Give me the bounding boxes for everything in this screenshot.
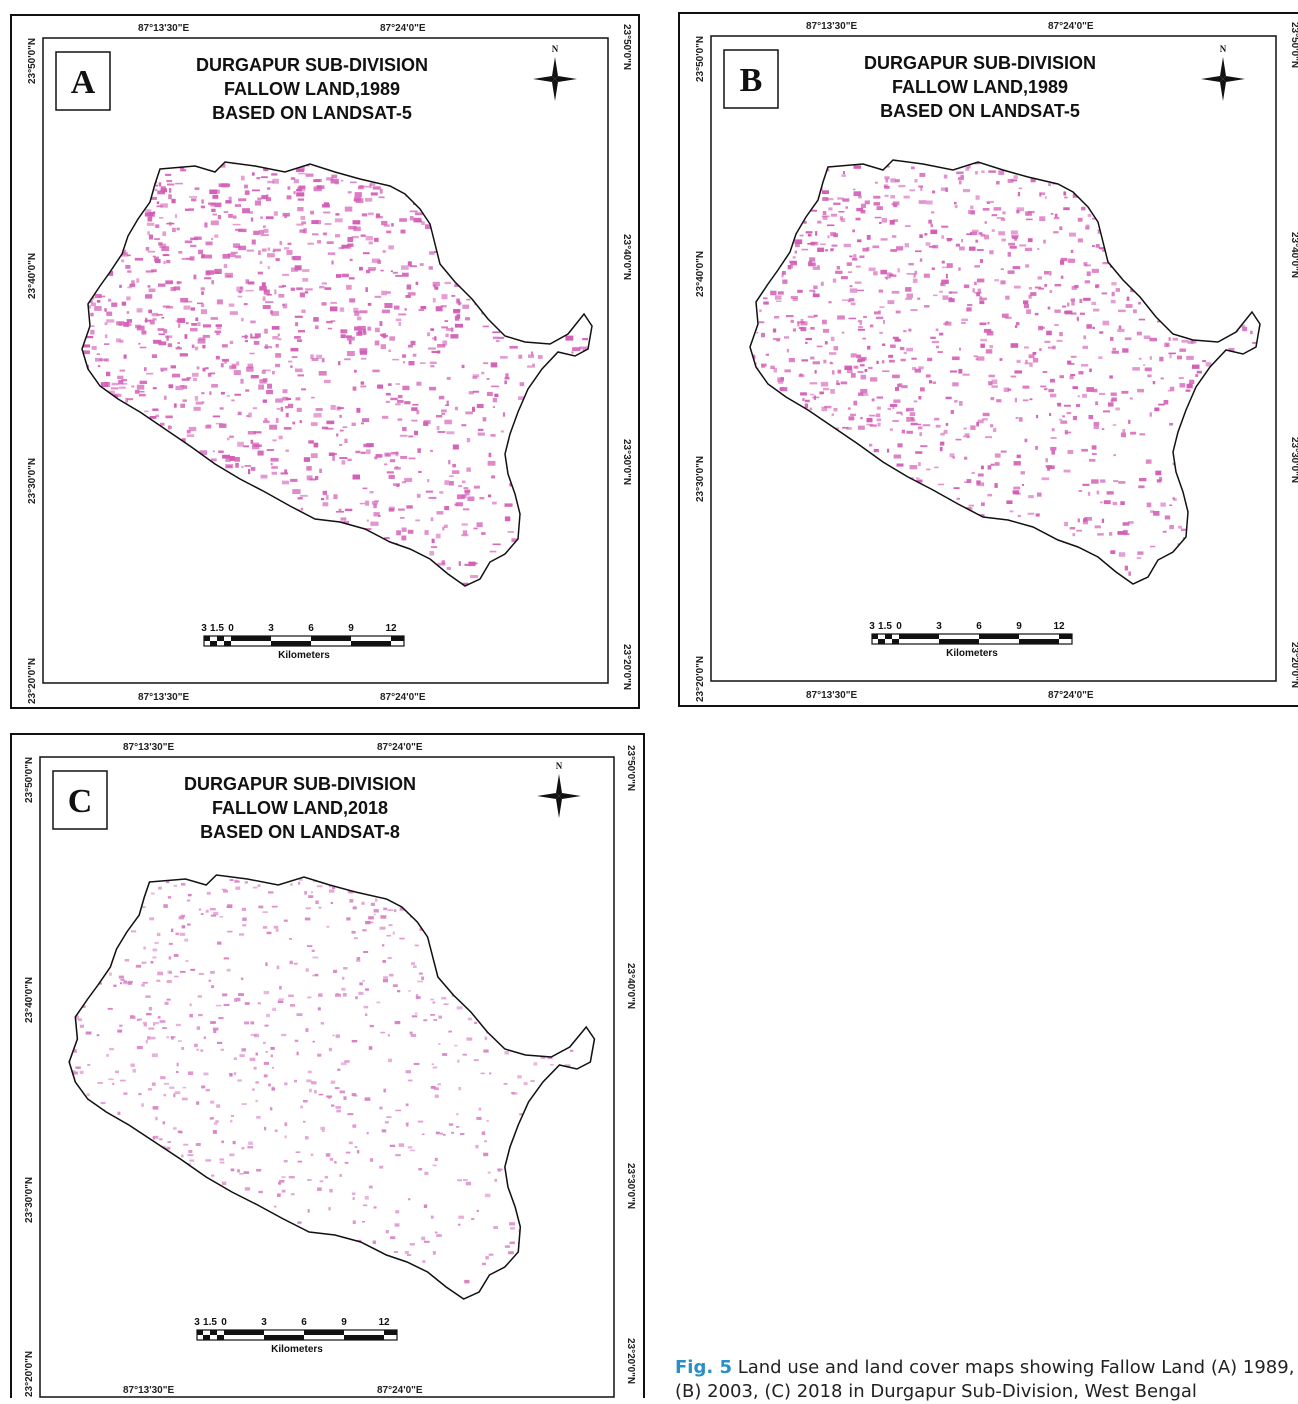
- scale-tick-label: 3: [936, 621, 942, 632]
- right-label-3: 23°30'0"N: [1289, 437, 1298, 483]
- left-label-4: 23°20'0"N: [695, 656, 706, 702]
- bottom-label-1: 87°13'30"E: [806, 690, 857, 701]
- left-label-3: 23°30'0"N: [24, 1177, 35, 1223]
- map-svg-a: 87°13'30"E 87°24'0"E 87°13'30"E 87°24'0"…: [10, 14, 640, 709]
- left-label-4: 23°20'0"N: [24, 1351, 35, 1397]
- scale-tick-label: 1.5: [203, 1317, 217, 1328]
- left-label-2: 23°40'0"N: [24, 977, 35, 1023]
- region-base: [750, 160, 1260, 584]
- bottom-label-1: 87°13'30"E: [123, 1385, 174, 1396]
- scale-tick-label: 12: [385, 623, 397, 634]
- map-title-line-1: DURGAPUR SUB-DIVISION: [864, 53, 1096, 73]
- scale-tick-label: 12: [378, 1317, 390, 1328]
- left-label-1: 23°50'0"N: [24, 757, 35, 803]
- scale-tick-label: 3: [869, 621, 875, 632]
- left-label-2: 23°40'0"N: [27, 253, 38, 299]
- subdivision-boundary: [749, 159, 1261, 585]
- bottom-label-1: 87°13'30"E: [138, 692, 189, 703]
- map-title-line-1: DURGAPUR SUB-DIVISION: [196, 55, 428, 75]
- scale-tick-label: 6: [308, 623, 314, 634]
- right-label-2: 23°40'0"N: [621, 234, 632, 280]
- right-label-1: 23°50'0"N: [1289, 22, 1298, 68]
- subdivision-boundary: [68, 874, 596, 1300]
- north-label: N: [552, 44, 559, 54]
- panel-letter-box: [55, 51, 111, 111]
- left-label-1: 23°50'0"N: [27, 38, 38, 84]
- top-label-2: 87°24'0"E: [1048, 21, 1094, 32]
- left-label-4: 23°20'0"N: [27, 658, 38, 704]
- map-title-line-3: BASED ON LANDSAT-5: [212, 103, 412, 123]
- figure-label: Fig. 5: [675, 1357, 732, 1378]
- right-label-3: 23°30'0"N: [625, 1163, 636, 1209]
- figure-caption: Fig. 5 Land use and land cover maps show…: [675, 1356, 1295, 1404]
- scale-tick-label: 3: [268, 623, 274, 634]
- scale-tick-label: 9: [341, 1317, 347, 1328]
- right-label-1: 23°50'0"N: [625, 745, 636, 791]
- map-panel-c: 87°13'30"E 87°24'0"E 87°13'30"E 87°24'0"…: [10, 733, 645, 1398]
- map-title-line-2: FALLOW LAND,1989: [892, 77, 1068, 97]
- scale-tick-label: 3: [261, 1317, 267, 1328]
- panel-letter: B: [740, 62, 763, 99]
- right-label-2: 23°40'0"N: [625, 963, 636, 1009]
- panel-letter-box: [723, 49, 779, 109]
- top-label-2: 87°24'0"E: [380, 23, 426, 34]
- map-title-line-1: DURGAPUR SUB-DIVISION: [184, 774, 416, 794]
- scale-tick-label: 9: [1016, 621, 1022, 632]
- scale-tick-label: 3: [201, 623, 207, 634]
- scale-unit: Kilometers: [271, 1344, 323, 1355]
- map-title-line-2: FALLOW LAND,1989: [224, 79, 400, 99]
- map-panel-a: 87°13'30"E 87°24'0"E 87°13'30"E 87°24'0"…: [10, 14, 640, 709]
- scale-tick-label: 3: [194, 1317, 200, 1328]
- region-base: [69, 875, 595, 1299]
- north-label: N: [556, 761, 563, 771]
- bottom-label-2: 87°24'0"E: [377, 1385, 423, 1396]
- scale-tick-label: 0: [896, 621, 902, 632]
- bottom-label-2: 87°24'0"E: [1048, 690, 1094, 701]
- scale-tick-label: 6: [301, 1317, 307, 1328]
- map-panel-b: 87°13'30"E 87°24'0"E 87°13'30"E 87°24'0"…: [678, 12, 1298, 707]
- top-label-2: 87°24'0"E: [377, 742, 423, 753]
- map-title-line-2: FALLOW LAND,2018: [212, 798, 388, 818]
- panel-letter-box: [52, 770, 108, 830]
- left-label-3: 23°30'0"N: [27, 458, 38, 504]
- scale-tick-label: 12: [1053, 621, 1065, 632]
- left-label-2: 23°40'0"N: [695, 251, 706, 297]
- top-label-1: 87°13'30"E: [123, 742, 174, 753]
- right-label-3: 23°30'0"N: [621, 439, 632, 485]
- panel-letter: A: [71, 64, 96, 101]
- north-label: N: [1220, 44, 1227, 54]
- north-arrow-icon: N: [1201, 44, 1245, 101]
- top-label-1: 87°13'30"E: [806, 21, 857, 32]
- subdivision-boundary: [81, 161, 593, 587]
- scale-tick-label: 1.5: [878, 621, 892, 632]
- scale-tick-label: 0: [228, 623, 234, 634]
- region-base: [82, 162, 592, 586]
- panel-letter: C: [68, 783, 93, 820]
- map-svg-c: 87°13'30"E 87°24'0"E 87°13'30"E 87°24'0"…: [10, 733, 645, 1398]
- right-label-4: 23°20'0"N: [1289, 642, 1298, 688]
- caption-text: Land use and land cover maps showing Fal…: [675, 1357, 1295, 1402]
- map-title-line-3: BASED ON LANDSAT-5: [880, 101, 1080, 121]
- right-label-4: 23°20'0"N: [625, 1338, 636, 1384]
- right-label-4: 23°20'0"N: [621, 644, 632, 690]
- bottom-label-2: 87°24'0"E: [380, 692, 426, 703]
- scale-unit: Kilometers: [946, 648, 998, 659]
- right-label-1: 23°50'0"N: [621, 24, 632, 70]
- scale-tick-label: 6: [976, 621, 982, 632]
- north-arrow-icon: N: [533, 44, 577, 101]
- scale-unit: Kilometers: [278, 650, 330, 661]
- left-label-1: 23°50'0"N: [695, 36, 706, 82]
- left-label-3: 23°30'0"N: [695, 456, 706, 502]
- right-label-2: 23°40'0"N: [1289, 232, 1298, 278]
- scale-tick-label: 9: [348, 623, 354, 634]
- north-arrow-icon: N: [537, 761, 581, 818]
- scale-tick-label: 0: [221, 1317, 227, 1328]
- top-label-1: 87°13'30"E: [138, 23, 189, 34]
- map-svg-b: 87°13'30"E 87°24'0"E 87°13'30"E 87°24'0"…: [678, 12, 1298, 707]
- map-title-line-3: BASED ON LANDSAT-8: [200, 822, 400, 842]
- scale-tick-label: 1.5: [210, 623, 224, 634]
